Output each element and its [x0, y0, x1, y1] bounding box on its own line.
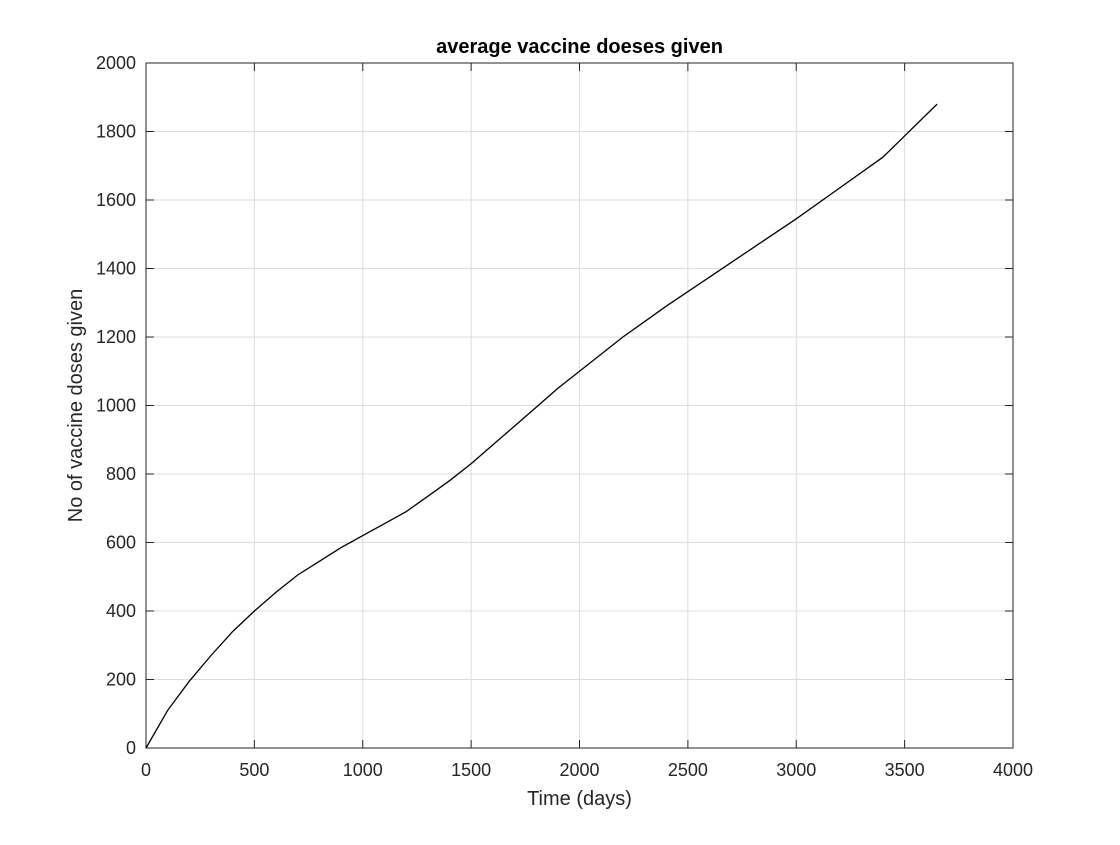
y-tick: 400	[106, 601, 1013, 621]
y-tick: 0	[126, 738, 1013, 758]
x-tick-label: 0	[141, 760, 151, 780]
y-tick: 1400	[96, 259, 1013, 279]
y-tick-label: 1200	[96, 327, 136, 347]
x-tick-label: 3500	[885, 760, 925, 780]
x-tick: 0	[141, 63, 151, 780]
y-tick: 800	[106, 464, 1013, 484]
y-tick: 1600	[96, 190, 1013, 210]
x-axis-ticks: 0 500 1000 1500 2000 2500 3000 3500 4000	[141, 63, 1033, 780]
grid-lines	[145, 62, 1014, 749]
y-tick: 1000	[96, 396, 1013, 416]
x-tick-label: 1500	[451, 760, 491, 780]
y-axis-ticks: 0 200 400 600 800 1000 1200 1400 1600 1800 2000	[96, 53, 1013, 758]
x-tick: 2000	[559, 63, 600, 780]
series-line	[145, 103, 938, 749]
series-group	[145, 103, 938, 749]
y-tick-label: 1400	[96, 259, 136, 279]
x-tick-label: 4000	[993, 760, 1033, 780]
y-tick: 1800	[96, 122, 1013, 142]
y-tick-label: 400	[106, 601, 136, 621]
y-tick-label: 800	[106, 464, 136, 484]
x-tick: 2500	[668, 63, 708, 780]
y-tick: 2000	[96, 53, 1013, 73]
y-tick-label: 2000	[96, 53, 136, 73]
y-tick: 200	[106, 670, 1013, 690]
y-axis-label: No of vaccine doses given	[65, 289, 87, 522]
x-tick-label: 500	[239, 760, 269, 780]
chart-title: average vaccine doeses given	[436, 36, 723, 58]
y-tick-label: 600	[106, 533, 136, 553]
x-tick: 3500	[885, 63, 925, 780]
x-tick: 3000	[776, 63, 816, 780]
y-tick-label: 200	[106, 670, 136, 690]
x-tick: 500	[239, 63, 269, 780]
y-tick-label: 1800	[96, 122, 136, 142]
x-tick-label: 3000	[776, 760, 816, 780]
x-tick-label: 1000	[343, 760, 383, 780]
x-tick: 1000	[343, 63, 383, 780]
y-tick-label: 1000	[96, 396, 136, 416]
y-tick: 600	[106, 533, 1013, 553]
y-tick: 1200	[96, 327, 1013, 347]
x-axis-label: Time (days)	[527, 788, 632, 810]
x-tick-label: 2000	[559, 760, 599, 780]
y-tick-label: 0	[126, 738, 136, 758]
x-tick: 1500	[451, 63, 491, 780]
x-tick-label: 2500	[668, 760, 708, 780]
y-tick-label: 1600	[96, 190, 136, 210]
x-tick: 4000	[993, 63, 1033, 780]
